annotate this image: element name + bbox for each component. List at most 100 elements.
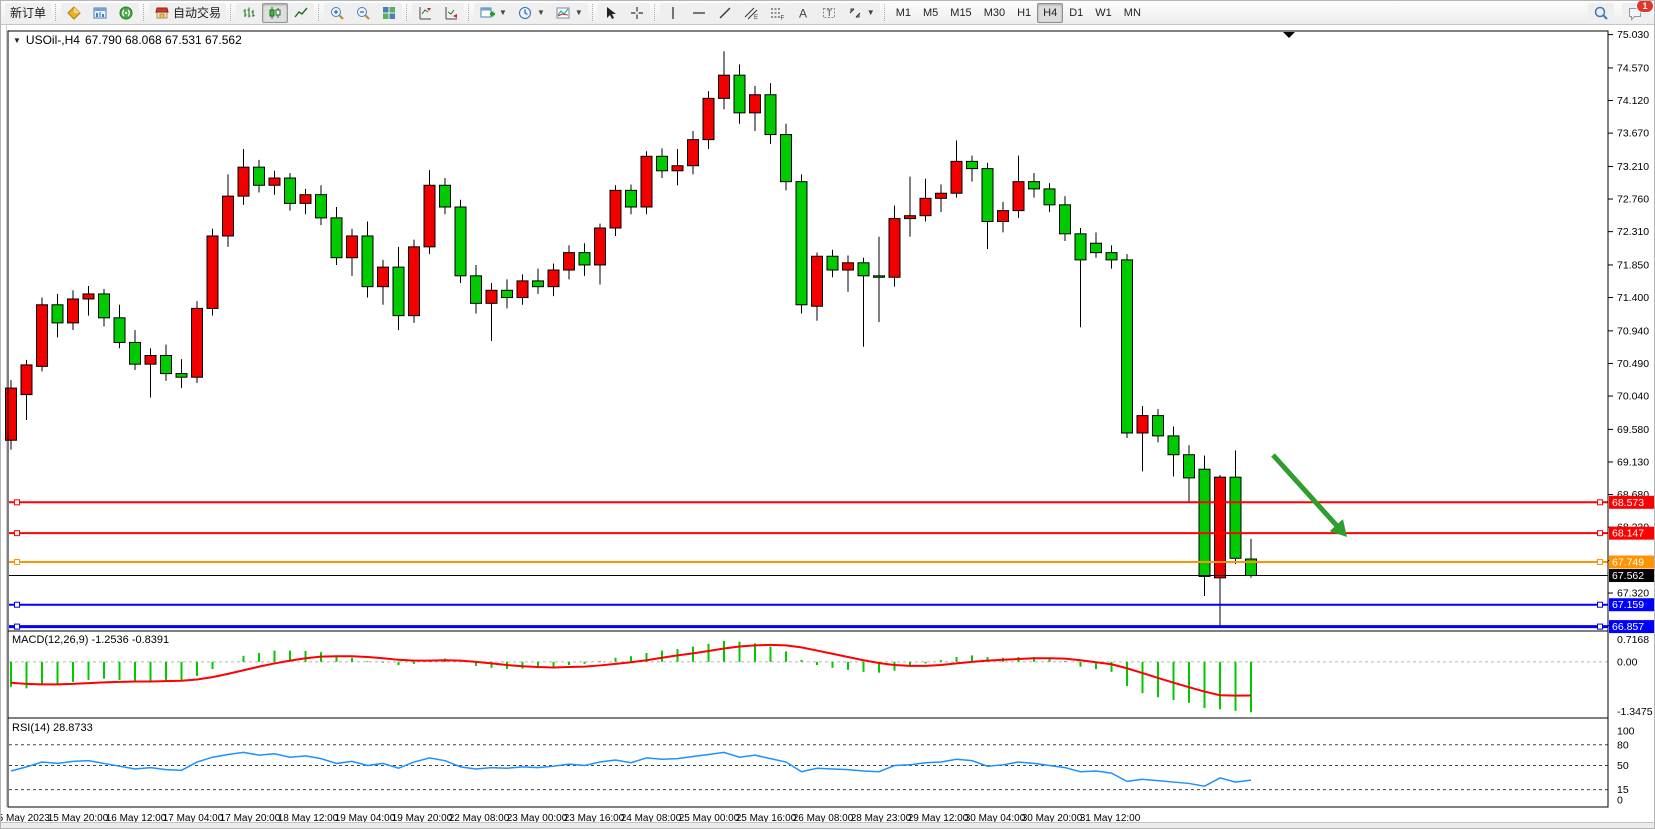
pane-frame [7, 717, 1609, 808]
candle [315, 194, 327, 219]
profiles-clock-button[interactable]: ▼ [511, 2, 550, 23]
line-chart-type-button[interactable] [288, 2, 315, 23]
candle [67, 298, 79, 324]
fibonacci-tool-button[interactable]: F [763, 2, 790, 23]
new-order-label: 新订单 [10, 6, 47, 20]
market-icon [155, 7, 169, 18]
candle [1229, 476, 1242, 559]
candle [532, 280, 544, 288]
new-chart-icon [480, 7, 496, 17]
candle [206, 235, 219, 309]
auto-scroll-button[interactable] [438, 2, 465, 23]
line-handle[interactable] [1597, 558, 1603, 565]
price-tick-label: 71.400 [1617, 292, 1649, 304]
status-bar [1, 822, 1654, 828]
timeframe-d1-button[interactable]: D1 [1069, 6, 1084, 19]
candle [950, 160, 963, 194]
timeframe-mn-button[interactable]: MN [1123, 6, 1141, 19]
notifications-button[interactable]: 1 [1622, 1, 1654, 23]
chart-dropdown-icon[interactable]: ▼ [13, 35, 21, 45]
trend-arrow[interactable] [1271, 453, 1344, 533]
line-handle[interactable] [14, 530, 20, 537]
time-tick-label: 19 May 04:00 [335, 813, 396, 824]
new-chart-button[interactable]: ▼ [474, 2, 512, 23]
label-icon: T [822, 7, 835, 18]
equidistant-channel-tool-button[interactable]: E [737, 2, 764, 23]
candle [516, 280, 529, 299]
mql5-community-button[interactable] [61, 2, 88, 23]
candle [299, 194, 312, 204]
candle [36, 304, 48, 367]
line-handle[interactable] [1597, 530, 1603, 537]
timeframe-m30-button[interactable]: M30 [983, 6, 1006, 19]
line-handle[interactable] [1597, 601, 1603, 608]
candle [687, 139, 699, 167]
price-tag [1609, 569, 1654, 583]
rsi-pane-label: RSI(14) 28.8733 [12, 722, 93, 734]
trendline-tool-button[interactable] [711, 2, 738, 23]
line-handle[interactable] [14, 558, 20, 565]
price-tick-label: 72.760 [1617, 194, 1649, 206]
bar-chart-type-button[interactable] [236, 2, 263, 23]
tile-windows-button[interactable] [376, 2, 403, 23]
line-handle[interactable] [14, 499, 20, 506]
line-handle[interactable] [1597, 499, 1603, 506]
time-tick-label: 15 May 20:00 [48, 813, 109, 824]
zoom-in-button[interactable] [324, 2, 351, 23]
time-tick-label: 31 May 12:00 [1080, 813, 1141, 824]
price-tick-label: 73.670 [1617, 128, 1649, 140]
charts-window-button[interactable] [87, 2, 114, 23]
time-tick-label: 18 May 12:00 [278, 813, 339, 824]
price-tag-label: 67.749 [1612, 556, 1644, 568]
candle [578, 252, 591, 266]
autotrading-button[interactable]: 自动交易 [149, 2, 227, 23]
zoom-out-button[interactable] [350, 2, 377, 23]
time-tick-label: 30 May 20:00 [1022, 813, 1083, 824]
zoom-in-icon [331, 6, 344, 20]
timeframe-m5-button[interactable]: M5 [923, 6, 939, 19]
candle [501, 289, 513, 299]
arrows-icon [849, 8, 861, 17]
cursor-tool-button[interactable] [597, 2, 624, 23]
vertical-line-tool-button[interactable] [659, 2, 686, 23]
macd-pane-label: MACD(12,26,9) -1.2536 -0.8391 [12, 634, 170, 646]
svg-text:A: A [799, 6, 807, 20]
chart-canvas[interactable]: 75.030 74.570 74.120 73.670 73.210 72.760 72.3… [1, 25, 1655, 829]
text-tool-button[interactable]: A [789, 2, 816, 23]
price-tag [1609, 495, 1654, 509]
line-handle[interactable] [14, 601, 20, 608]
candle [1198, 468, 1211, 577]
time-tick-label: 23 May 00:00 [507, 813, 568, 824]
candlestick-chart-type-button[interactable] [262, 2, 289, 23]
price-tag-label: 68.573 [1612, 497, 1644, 509]
crosshair-tool-button[interactable] [623, 2, 650, 23]
signals-button[interactable] [113, 2, 140, 23]
timeframe-h1-button[interactable]: H1 [1017, 6, 1032, 19]
chart-area[interactable]: ▼ USOil-,H4 67.790 68.068 67.531 67.562 … [1, 25, 1655, 829]
indicators-button[interactable]: ▼ [549, 2, 588, 23]
signals-icon [119, 6, 133, 19]
line-handle[interactable] [14, 623, 20, 630]
text-label-tool-button[interactable]: T [815, 2, 842, 23]
candle [966, 160, 978, 170]
new-order-button[interactable]: 新订单 [5, 2, 52, 23]
line-handle[interactable] [1597, 623, 1603, 630]
toolbar-separator [230, 4, 232, 21]
chart-shift-button[interactable] [412, 2, 439, 23]
timeframe-m1-button[interactable]: M1 [895, 6, 911, 19]
timeframe-h4-button[interactable]: H4 [1037, 2, 1064, 23]
timeframe-m15-button[interactable]: M15 [950, 6, 972, 19]
timeframe-w1-button[interactable]: W1 [1095, 6, 1112, 19]
chart-shift-marker[interactable] [1283, 32, 1295, 38]
price-tick-label: 70.040 [1617, 391, 1649, 403]
horizontal-line-tool-button[interactable] [685, 2, 712, 23]
candle [764, 94, 777, 136]
rsi-scale-label: 50 [1617, 760, 1629, 772]
candle [392, 266, 405, 317]
arrows-tool-button[interactable]: ▼ [841, 2, 880, 23]
tile-windows-icon [383, 6, 396, 19]
search-button[interactable] [1588, 3, 1614, 23]
candle [175, 373, 188, 378]
candle [284, 177, 296, 204]
candle [330, 217, 343, 259]
